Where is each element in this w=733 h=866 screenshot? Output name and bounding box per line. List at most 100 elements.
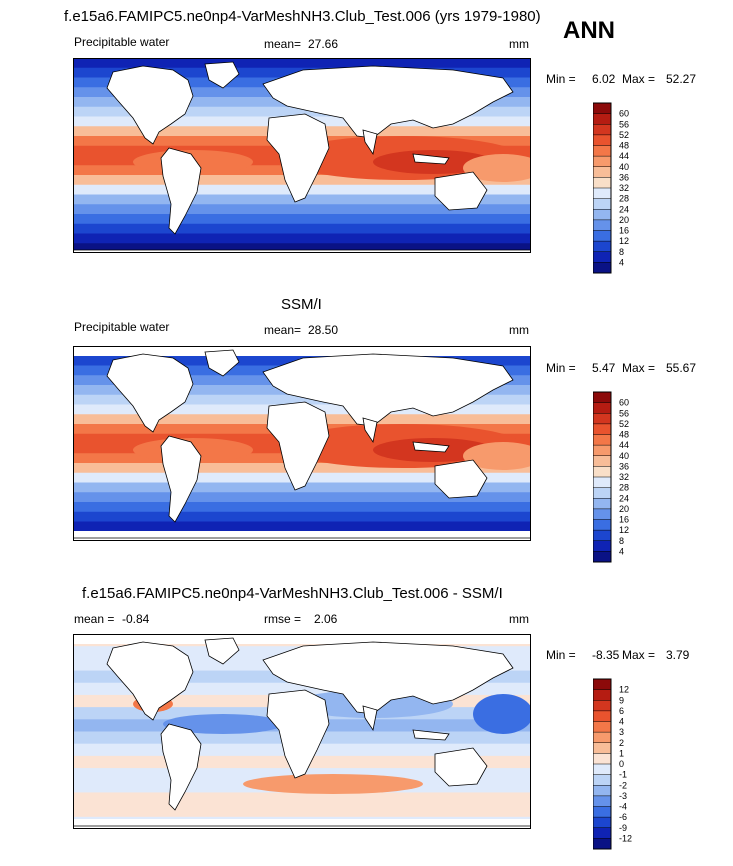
colorbar-swatch xyxy=(593,498,611,510)
colorbar-tick-label: -3 xyxy=(619,791,627,801)
colorbar-tick-label: 28 xyxy=(619,194,629,204)
panel-3-min-value: -8.35 xyxy=(592,648,620,662)
colorbar-swatch xyxy=(593,477,611,488)
colorbar-swatch xyxy=(593,838,611,850)
panel-3-rmse-label: rmse = xyxy=(264,612,302,626)
colorbar-tick-label: 1 xyxy=(619,748,624,758)
colorbar-swatch xyxy=(593,392,611,403)
continent-outline xyxy=(262,65,514,139)
continent-outline xyxy=(160,723,202,811)
colorbar-swatch xyxy=(593,188,611,199)
colorbar-swatch xyxy=(593,113,611,125)
panel-2-section-title: SSM/I xyxy=(281,296,322,313)
continent-outline xyxy=(262,353,514,427)
continent-outline xyxy=(204,349,240,377)
continent-outline xyxy=(434,459,488,499)
panel-2-mean-value: 28.50 xyxy=(308,323,339,337)
colorbar-tick-label: 3 xyxy=(619,727,624,737)
panel-1-mean-value: 27.66 xyxy=(308,37,339,51)
colorbar-tick-label: 40 xyxy=(619,451,629,461)
colorbar-swatch xyxy=(593,753,611,765)
colorbar-swatch xyxy=(593,198,611,210)
colorbar-swatch xyxy=(593,230,611,242)
colorbar-tick-label: 16 xyxy=(619,226,629,236)
panel-3-rmse-value: 2.06 xyxy=(314,612,338,626)
panel-2-max-value: 55.67 xyxy=(666,361,697,375)
colorbar-swatch xyxy=(593,103,611,114)
colorbar-tick-label: 32 xyxy=(619,472,629,482)
continent-outline xyxy=(106,65,194,145)
panel-3-section-title: f.e15a6.FAMIPC5.ne0np4-VarMeshNH3.Club_T… xyxy=(82,585,503,602)
colorbar-tick-label: 60 xyxy=(619,398,629,408)
figure-title: f.e15a6.FAMIPC5.ne0np4-VarMeshNH3.Club_T… xyxy=(64,8,541,25)
colorbar-swatch xyxy=(593,134,611,146)
continent-outline xyxy=(160,435,202,523)
colorbar-tick-label: 12 xyxy=(619,525,629,535)
colorbar-tick-label: 44 xyxy=(619,440,629,450)
colorbar-tick-label: 6 xyxy=(619,706,624,716)
panel-3-map xyxy=(73,634,531,829)
panel-1-units: mm xyxy=(509,37,529,51)
colorbar-swatch xyxy=(593,764,611,775)
continent-outline xyxy=(204,637,240,665)
colorbar-tick-label: 4 xyxy=(619,257,624,267)
colorbar-tick-label: 32 xyxy=(619,183,629,193)
colorbar-tick-label: -6 xyxy=(619,812,627,822)
colorbar-tick-label: 56 xyxy=(619,119,629,129)
colorbar-tick-label: 24 xyxy=(619,204,629,214)
colorbar-swatch xyxy=(593,487,611,499)
colorbar-tick-label: 2 xyxy=(619,738,624,748)
continent-outline xyxy=(262,641,514,715)
continent-outline xyxy=(362,705,378,732)
continent-outline xyxy=(204,61,240,89)
season-label: ANN xyxy=(563,17,615,44)
colorbar-swatch xyxy=(593,455,611,467)
panel-3-min-label: Min = xyxy=(546,648,576,662)
panel-3-max-label: Max = xyxy=(622,648,656,662)
colorbar-swatch xyxy=(593,219,611,231)
continent-outline xyxy=(160,147,202,235)
panel-2-units: mm xyxy=(509,323,529,337)
colorbar-tick-label: 28 xyxy=(619,483,629,493)
colorbar-swatch xyxy=(593,679,611,690)
colorbar-tick-label: -12 xyxy=(619,833,632,843)
panel-3-mean-value: -0.84 xyxy=(122,612,150,626)
panel-2-mean-label: mean= xyxy=(264,323,302,337)
continent-outline xyxy=(266,113,330,203)
colorbar-swatch xyxy=(593,795,611,807)
colorbar-swatch xyxy=(593,817,611,829)
colorbar-swatch xyxy=(593,423,611,435)
colorbar-swatch xyxy=(593,241,611,253)
continent-outline xyxy=(362,129,378,156)
panel-1-max-label: Max = xyxy=(622,72,656,86)
panel-2-min-value: 5.47 xyxy=(592,361,616,375)
panel-1-max-value: 52.27 xyxy=(666,72,697,86)
colorbar-tick-label: 12 xyxy=(619,236,629,246)
colorbar-swatch xyxy=(593,445,611,457)
colorbar-tick-label: 9 xyxy=(619,695,624,705)
colorbar-swatch xyxy=(593,166,611,178)
continent-outline xyxy=(434,747,488,787)
colorbar-swatch xyxy=(593,710,611,722)
colorbar-swatch xyxy=(593,156,611,168)
colorbar-tick-label: -4 xyxy=(619,802,627,812)
continent-outline xyxy=(412,153,450,165)
colorbar-swatch xyxy=(593,806,611,818)
colorbar-swatch xyxy=(593,742,611,754)
colorbar-tick-label: 40 xyxy=(619,162,629,172)
colorbar-tick-label: 52 xyxy=(619,419,629,429)
continent-outline xyxy=(106,353,194,433)
colorbar-tick-label: 24 xyxy=(619,493,629,503)
panel-2-max-label: Max = xyxy=(622,361,656,375)
colorbar-swatch xyxy=(593,689,611,701)
panel-3-units: mm xyxy=(509,612,529,626)
continent-outline xyxy=(362,417,378,444)
colorbar-swatch xyxy=(593,732,611,744)
continent-outline xyxy=(106,641,194,721)
colorbar-tick-label: 8 xyxy=(619,247,624,257)
colorbar-swatch xyxy=(593,262,611,274)
panel-1-map xyxy=(73,58,531,253)
continent-outline xyxy=(266,401,330,491)
colorbar-tick-label: 16 xyxy=(619,515,629,525)
